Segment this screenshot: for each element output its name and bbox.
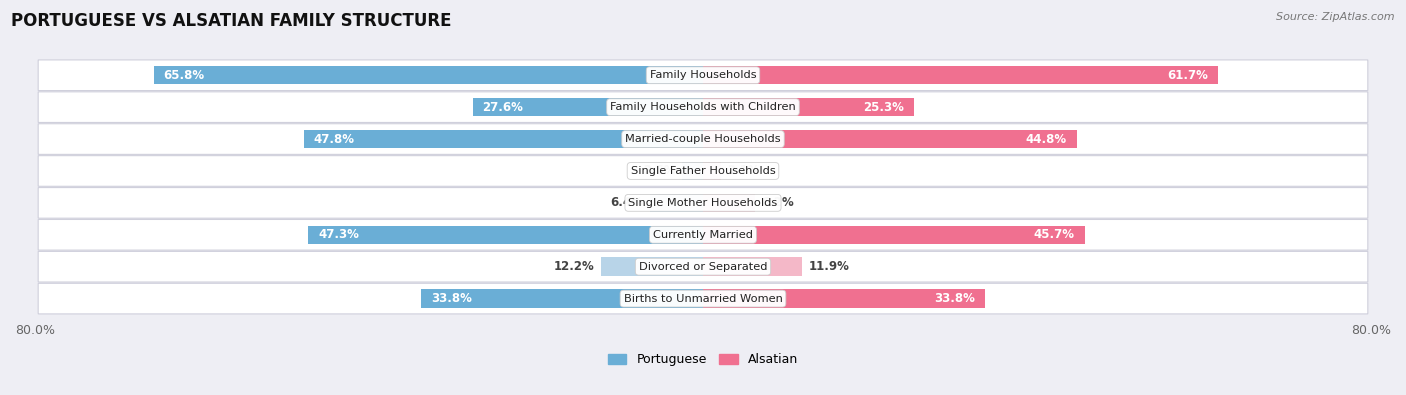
Text: 6.4%: 6.4% — [610, 196, 643, 209]
Text: 11.9%: 11.9% — [808, 260, 849, 273]
Text: 2.1%: 2.1% — [727, 164, 759, 177]
FancyBboxPatch shape — [38, 92, 1368, 122]
Text: 65.8%: 65.8% — [163, 69, 205, 82]
Bar — [304, 130, 703, 148]
Text: Currently Married: Currently Married — [652, 230, 754, 240]
Legend: Portuguese, Alsatian: Portuguese, Alsatian — [603, 348, 803, 371]
FancyBboxPatch shape — [38, 124, 1368, 154]
Text: 61.7%: 61.7% — [1167, 69, 1208, 82]
Text: 47.8%: 47.8% — [314, 133, 354, 145]
Bar — [420, 290, 703, 308]
Text: 44.8%: 44.8% — [1026, 133, 1067, 145]
Bar — [703, 162, 720, 180]
FancyBboxPatch shape — [38, 60, 1368, 90]
Text: Single Mother Households: Single Mother Households — [628, 198, 778, 208]
Text: Family Households: Family Households — [650, 70, 756, 80]
Text: 33.8%: 33.8% — [935, 292, 976, 305]
Bar — [153, 66, 703, 85]
Text: 25.3%: 25.3% — [863, 101, 904, 114]
Text: Family Households with Children: Family Households with Children — [610, 102, 796, 112]
Bar — [703, 130, 1077, 148]
Text: 33.8%: 33.8% — [430, 292, 471, 305]
Text: Births to Unmarried Women: Births to Unmarried Women — [624, 293, 782, 304]
FancyBboxPatch shape — [38, 220, 1368, 250]
Bar — [472, 98, 703, 117]
FancyBboxPatch shape — [38, 251, 1368, 282]
Bar — [703, 290, 986, 308]
Text: Married-couple Households: Married-couple Households — [626, 134, 780, 144]
Bar — [308, 226, 703, 244]
Bar — [703, 98, 914, 117]
Bar — [602, 258, 703, 276]
Text: 45.7%: 45.7% — [1033, 228, 1074, 241]
Text: 6.2%: 6.2% — [762, 196, 794, 209]
Text: 47.3%: 47.3% — [318, 228, 359, 241]
FancyBboxPatch shape — [38, 283, 1368, 314]
Bar — [703, 194, 755, 212]
Text: 12.2%: 12.2% — [554, 260, 595, 273]
Bar — [703, 258, 803, 276]
Text: Divorced or Separated: Divorced or Separated — [638, 262, 768, 272]
Bar — [703, 66, 1218, 85]
FancyBboxPatch shape — [38, 188, 1368, 218]
Text: 2.5%: 2.5% — [643, 164, 675, 177]
Bar — [650, 194, 703, 212]
Bar — [703, 226, 1084, 244]
Text: PORTUGUESE VS ALSATIAN FAMILY STRUCTURE: PORTUGUESE VS ALSATIAN FAMILY STRUCTURE — [11, 12, 451, 30]
FancyBboxPatch shape — [38, 156, 1368, 186]
Text: Single Father Households: Single Father Households — [631, 166, 775, 176]
Text: 27.6%: 27.6% — [482, 101, 523, 114]
Bar — [682, 162, 703, 180]
Text: Source: ZipAtlas.com: Source: ZipAtlas.com — [1277, 12, 1395, 22]
